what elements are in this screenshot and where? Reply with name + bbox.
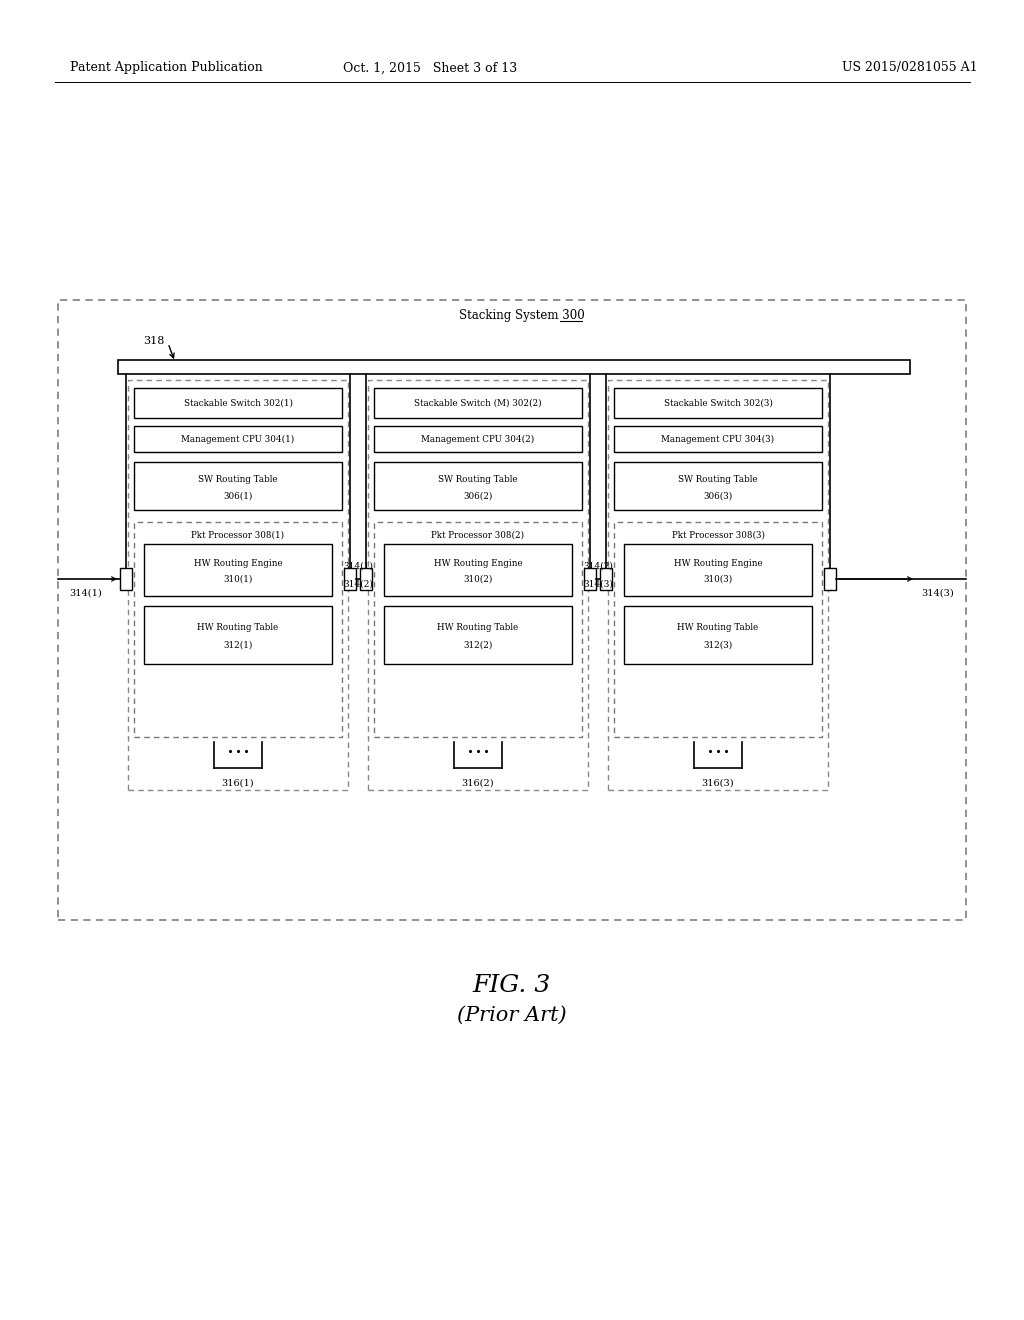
Text: Stacking System 300: Stacking System 300 [459,309,585,322]
Text: 306(1): 306(1) [223,491,253,500]
Bar [824,568,836,590]
Text: Patent Application Publication: Patent Application Publication [70,62,263,74]
Text: SW Routing Table: SW Routing Table [438,474,518,483]
Bar [134,462,342,510]
Bar [134,426,342,451]
Bar [584,568,596,590]
Bar [624,544,812,597]
Text: 314(2): 314(2) [583,561,613,570]
Bar [608,380,828,789]
Text: Stackable Switch (M) 302(2): Stackable Switch (M) 302(2) [414,399,542,408]
Bar [374,388,582,418]
Text: HW Routing Table: HW Routing Table [677,623,759,632]
Bar [344,568,356,590]
Bar [384,544,572,597]
Bar [600,568,612,590]
Text: 314(1): 314(1) [343,561,373,570]
Text: HW Routing Table: HW Routing Table [198,623,279,632]
Bar [144,544,332,597]
Bar [374,462,582,510]
Bar [614,462,822,510]
Text: 310(3): 310(3) [703,574,732,583]
Text: 318: 318 [143,337,165,346]
Bar [58,300,966,920]
Text: 310(2): 310(2) [463,574,493,583]
Text: Management CPU 304(1): Management CPU 304(1) [181,434,295,444]
Text: HW Routing Engine: HW Routing Engine [194,558,283,568]
Text: Pkt Processor 308(1): Pkt Processor 308(1) [191,531,285,540]
Text: 314(1): 314(1) [70,589,102,598]
Text: 316(2): 316(2) [462,779,495,788]
Bar [624,606,812,664]
Text: 312(3): 312(3) [703,640,732,649]
Text: US 2015/0281055 A1: US 2015/0281055 A1 [842,62,978,74]
Bar [360,568,372,590]
Text: 316(1): 316(1) [221,779,254,788]
Text: 306(3): 306(3) [703,491,732,500]
Bar [374,426,582,451]
Text: 314(3): 314(3) [922,589,954,598]
Bar [614,521,822,737]
Text: SW Routing Table: SW Routing Table [199,474,278,483]
Text: 316(3): 316(3) [701,779,734,788]
Bar [384,606,572,664]
Text: HW Routing Table: HW Routing Table [437,623,518,632]
Text: Pkt Processor 308(2): Pkt Processor 308(2) [431,531,524,540]
Text: Stackable Switch 302(3): Stackable Switch 302(3) [664,399,772,408]
Text: HW Routing Engine: HW Routing Engine [674,558,762,568]
Text: FIG. 3: FIG. 3 [473,974,551,997]
Bar [120,568,132,590]
Bar [118,360,910,374]
Text: 312(2): 312(2) [463,640,493,649]
Text: 306(2): 306(2) [463,491,493,500]
Bar [614,426,822,451]
Text: Management CPU 304(3): Management CPU 304(3) [662,434,774,444]
Text: Management CPU 304(2): Management CPU 304(2) [421,434,535,444]
Text: Pkt Processor 308(3): Pkt Processor 308(3) [672,531,765,540]
Bar [368,380,588,789]
Bar [144,606,332,664]
Text: 312(1): 312(1) [223,640,253,649]
Bar [614,388,822,418]
Text: HW Routing Engine: HW Routing Engine [434,558,522,568]
Bar [134,388,342,418]
Text: Oct. 1, 2015   Sheet 3 of 13: Oct. 1, 2015 Sheet 3 of 13 [343,62,517,74]
Bar [134,521,342,737]
Text: (Prior Art): (Prior Art) [457,1006,567,1024]
Text: 310(1): 310(1) [223,574,253,583]
Bar [374,521,582,737]
Text: SW Routing Table: SW Routing Table [678,474,758,483]
Text: 314(2): 314(2) [343,579,373,589]
Text: 314(3): 314(3) [583,579,613,589]
Bar [128,380,348,789]
Text: Stackable Switch 302(1): Stackable Switch 302(1) [183,399,293,408]
